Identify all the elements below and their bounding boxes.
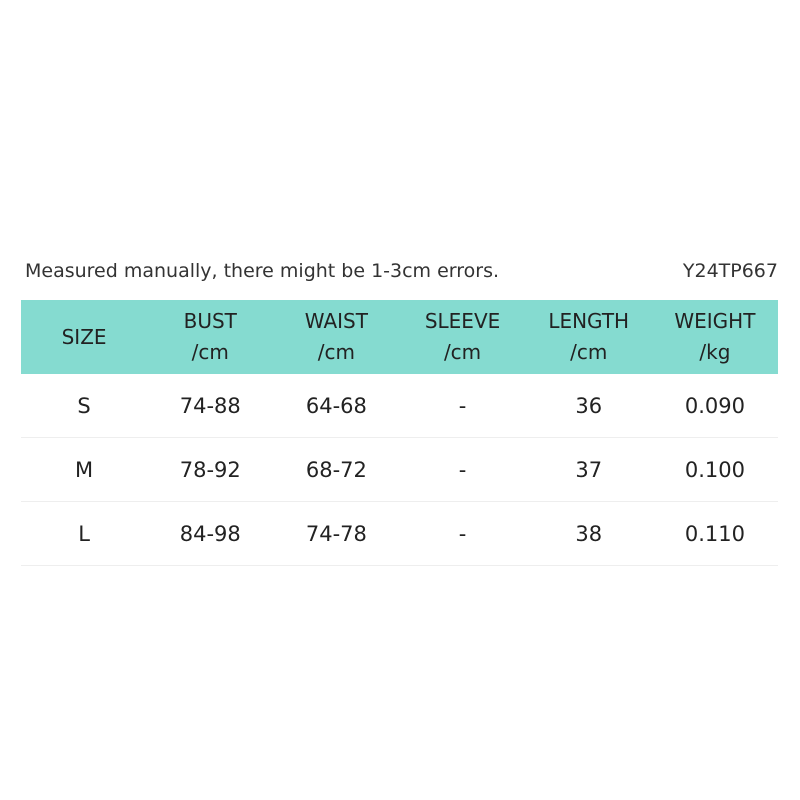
cell: L (21, 501, 148, 566)
cell: - (399, 501, 526, 566)
header-line: SIZE (61, 324, 107, 349)
header-line: /kg (699, 340, 731, 364)
column-header: WEIGHT/kg (651, 300, 778, 374)
note: Measured manually, there might be 1-3cm … (25, 260, 500, 282)
product-code: Y24TP667 (682, 260, 778, 282)
cell: 0.100 (651, 437, 778, 502)
cell: S (21, 374, 148, 438)
cell: 37 (525, 437, 652, 502)
table-row: L 84-98 74-78-38 0.110 (21, 501, 778, 566)
header-row: Measured manually, there might be 1-3cm … (25, 252, 778, 290)
cell: 68-72 (273, 437, 400, 502)
column-header: LENGTH/cm (525, 300, 652, 374)
header-line: LENGTH (548, 309, 630, 333)
header-line: WAIST (304, 309, 368, 333)
header-line: /cm (317, 340, 355, 364)
cell: - (399, 374, 526, 438)
column-header: WAIST/cm (273, 300, 400, 374)
cell: - (399, 437, 526, 502)
cell: 0.090 (651, 374, 778, 438)
cell: M (21, 437, 148, 502)
header-line: /cm (570, 340, 608, 364)
cell: 74-88 (147, 374, 274, 438)
table-row: S 74-88 64-68-36 0.090 (21, 374, 778, 438)
cell: 36 (525, 374, 652, 438)
cell: 0.110 (651, 501, 778, 566)
cell: 64-68 (273, 374, 400, 438)
table-row: M 78-92 68-72-37 0.100 (21, 437, 778, 502)
column-header: BUST/cm (147, 300, 274, 374)
cell: 84-98 (147, 501, 274, 566)
cell: 78-92 (147, 437, 274, 502)
header-line: WEIGHT (674, 309, 756, 333)
column-header: SIZE (21, 300, 148, 374)
header-line: /cm (191, 340, 229, 364)
header-line: SLEEVE (424, 309, 501, 333)
size-chart: Measured manually, there might be 1-3cm … (21, 252, 778, 566)
size-table: SIZE BUST/cm WAIST/cm SLEEVE/cm LENGTH/cm WEI… (21, 300, 778, 566)
cell: 38 (525, 501, 652, 566)
header-line: BUST (183, 309, 237, 333)
header-line: /cm (443, 340, 482, 364)
cell: 74-78 (273, 501, 400, 566)
column-header: SLEEVE/cm (399, 300, 526, 374)
